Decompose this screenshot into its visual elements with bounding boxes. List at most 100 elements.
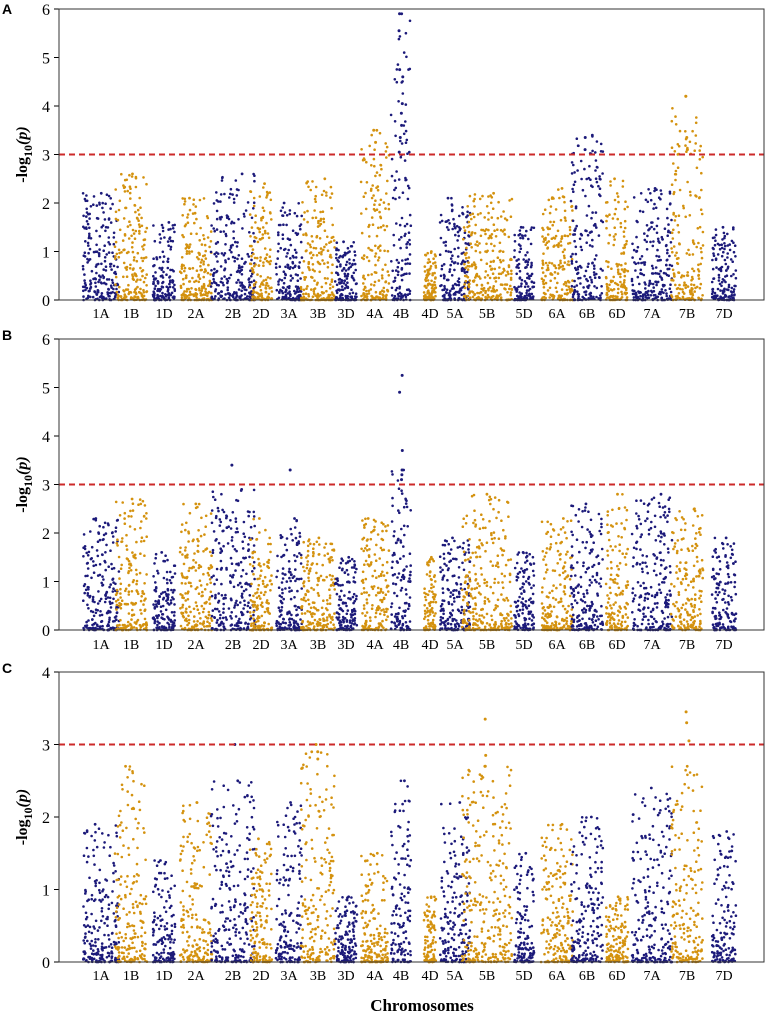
snp-point (154, 603, 158, 606)
snp-point (240, 257, 244, 261)
snp-point (587, 284, 591, 287)
snp-point (732, 226, 735, 229)
snp-point (111, 281, 115, 285)
snp-point (217, 610, 221, 613)
snp-point (454, 290, 458, 294)
snp-point (553, 244, 556, 247)
snp-point (568, 232, 572, 236)
snp-point (573, 279, 576, 283)
snp-point (102, 268, 105, 271)
snp-point (380, 274, 384, 277)
snp-point (578, 237, 582, 241)
snp-point (207, 263, 210, 267)
snp-point (666, 248, 669, 252)
snp-point (598, 177, 602, 181)
snp-point (164, 293, 167, 296)
snp-point (673, 150, 677, 153)
snp-point (384, 280, 387, 284)
snp-point (133, 204, 137, 207)
snp-point (438, 253, 442, 256)
snp-point (542, 282, 546, 286)
snp-point (240, 585, 243, 589)
snp-point (134, 273, 138, 276)
snp-point (692, 241, 695, 244)
snp-point (182, 282, 185, 286)
snp-point (626, 205, 629, 209)
snp-point (173, 230, 176, 234)
snp-point (184, 223, 188, 226)
snp-point (364, 286, 367, 289)
snp-point (116, 518, 119, 522)
snp-point (379, 216, 383, 220)
snp-point (296, 589, 299, 593)
snp-point (458, 226, 461, 229)
snp-point (185, 521, 188, 525)
snp-point (712, 277, 715, 281)
snp-point (530, 261, 533, 265)
snp-point (424, 295, 428, 299)
snp-point (133, 295, 136, 298)
snp-point (635, 250, 638, 253)
snp-point (429, 265, 433, 268)
snp-point (89, 530, 92, 533)
snp-point (650, 291, 654, 294)
snp-point (109, 221, 113, 224)
snp-point (605, 219, 608, 223)
snp-point (293, 265, 297, 269)
snp-point (559, 261, 562, 265)
snp-point (259, 591, 263, 594)
snp-point (393, 188, 396, 192)
snp-point (395, 68, 399, 71)
snp-point (402, 124, 406, 127)
snp-point (100, 620, 103, 623)
snp-point (651, 282, 655, 286)
snp-point (480, 283, 484, 287)
snp-point (107, 251, 111, 254)
snp-point (276, 569, 279, 573)
snp-point (282, 281, 286, 285)
snp-point (513, 255, 516, 259)
snp-point (644, 198, 648, 202)
snp-point (187, 614, 190, 618)
snp-point (246, 295, 249, 298)
snp-point (96, 554, 100, 558)
snp-point (712, 254, 716, 257)
snp-point (732, 273, 735, 276)
snp-point (501, 283, 504, 287)
snp-point (156, 623, 159, 627)
snp-point (523, 285, 527, 289)
snp-point (558, 196, 561, 200)
snp-point (479, 212, 482, 215)
snp-point (331, 223, 335, 227)
snp-point (187, 590, 190, 593)
snp-point (490, 289, 494, 293)
snp-point (309, 245, 313, 249)
snp-point (181, 594, 184, 597)
snp-point (143, 617, 147, 621)
snp-point (686, 274, 690, 277)
snp-point (474, 265, 478, 269)
snp-point (383, 249, 386, 253)
snp-point (476, 244, 480, 247)
snp-point (283, 272, 287, 276)
snp-point (726, 252, 729, 255)
snp-point (102, 525, 105, 529)
snp-point (451, 208, 454, 212)
snp-point (86, 592, 90, 595)
snp-point (291, 539, 295, 542)
chromosome-label: 5A (446, 307, 464, 322)
snp-point (649, 192, 652, 195)
snp-point (329, 240, 333, 243)
snp-point (408, 289, 412, 293)
snp-point (293, 604, 297, 608)
snp-point (282, 621, 285, 624)
snp-point (115, 290, 119, 294)
snp-point (677, 214, 681, 217)
snp-point (212, 274, 215, 278)
snp-point (258, 531, 261, 534)
snp-point (507, 272, 510, 276)
snp-point (439, 274, 443, 278)
snp-point (287, 560, 291, 563)
snp-point (96, 574, 100, 577)
snp-point (242, 520, 246, 524)
